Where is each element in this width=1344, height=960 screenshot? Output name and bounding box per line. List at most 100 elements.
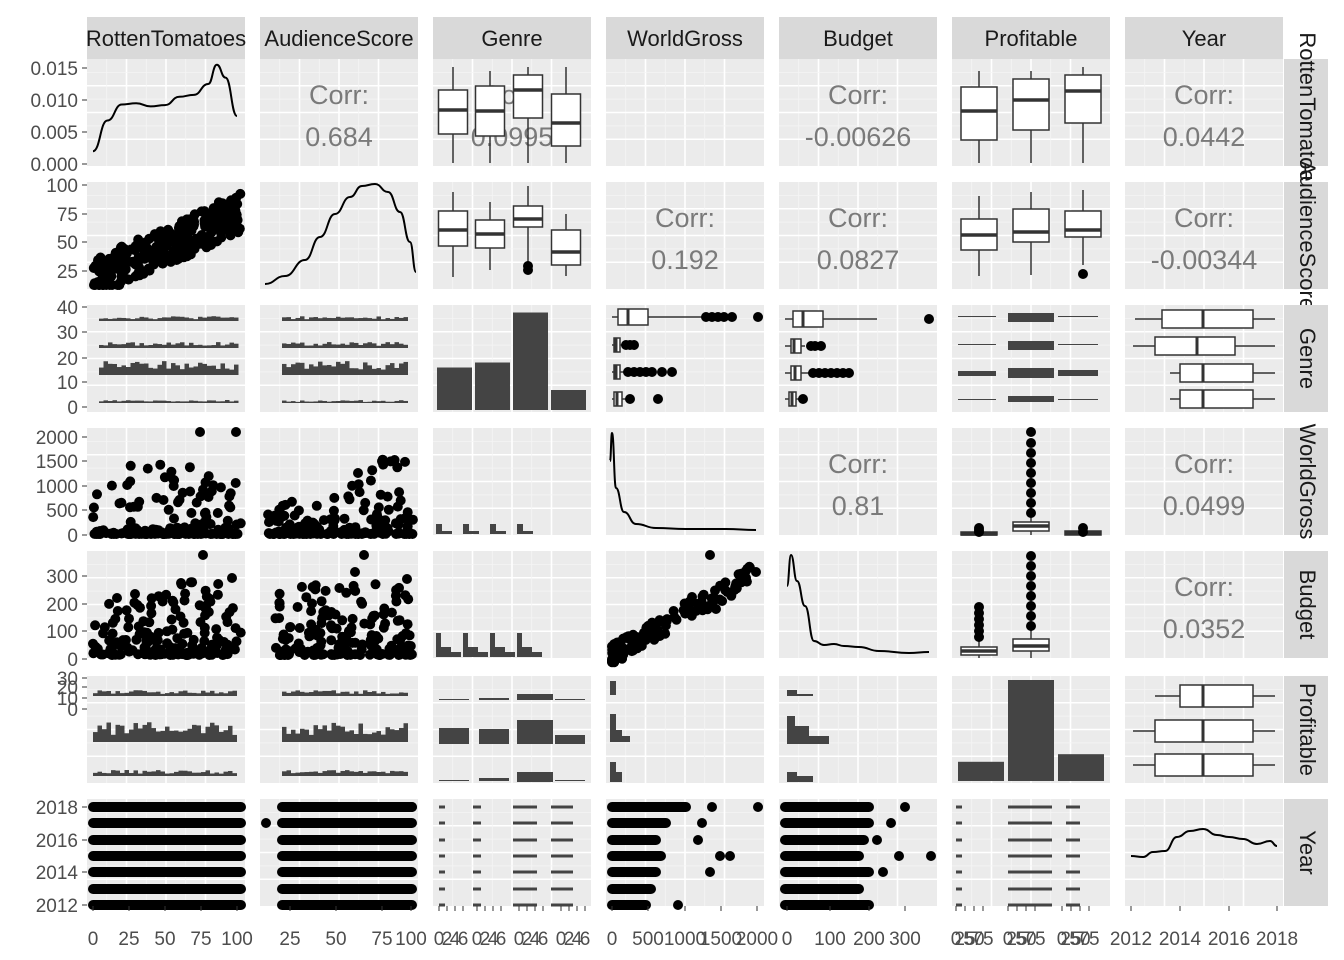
column-strip-label-worldgross: WorldGross [627, 26, 743, 51]
genre-hist-bar [354, 368, 359, 375]
genre-bar [513, 312, 548, 410]
profitable-hist-bar [165, 726, 170, 742]
genre-hist-bar [99, 344, 104, 348]
corr-value: 0.684 [305, 122, 373, 152]
budget-boxplot-box [790, 338, 802, 354]
scatter-point [289, 510, 300, 521]
scatter-point [213, 579, 224, 589]
panel-genre-vs-year [1125, 305, 1283, 412]
budget-boxplot-outlier [924, 314, 934, 324]
scatter-point [292, 602, 303, 612]
x-tick-label: 6 [496, 929, 507, 950]
genre-hist-bar [216, 368, 221, 375]
genre-hist-bar [399, 317, 404, 321]
scatter-point [377, 454, 388, 465]
panel-audiencescore-vs-worldgross: Corr: 0.192 [606, 182, 764, 289]
genre-hist-bar [117, 367, 122, 375]
genre-hist-bar [295, 401, 300, 403]
scatter-point [134, 262, 145, 273]
y-tick-label: 0 [67, 398, 78, 419]
profitable-boxplot-outlier [1078, 269, 1088, 279]
genre-hist-bar [216, 316, 221, 321]
scatter-point [753, 802, 763, 812]
genre-hist-bar [234, 343, 239, 348]
genre-hist-bar [532, 652, 542, 657]
profitable-hist-bar [367, 692, 372, 696]
profitable-hist-bar [133, 690, 138, 696]
scatter-point [684, 605, 695, 616]
scatter-point [375, 489, 386, 500]
genre-hist-bar [390, 363, 395, 375]
genre-hist-bar [99, 318, 104, 321]
profitable-hist-bar [304, 772, 309, 776]
y-tick-label: 2014 [36, 863, 79, 884]
genre-hist-bar [126, 400, 131, 403]
genre-hist-bar [358, 318, 363, 321]
scatter-point [301, 592, 312, 603]
genre-hist-bar [376, 401, 381, 403]
scatter-point [731, 578, 742, 589]
density-curve-year [1130, 827, 1278, 859]
scatter-point [161, 589, 172, 600]
genre-hist-bar [313, 401, 318, 403]
scatter-point [404, 649, 415, 660]
scatter-point [112, 593, 122, 603]
genre-hist-bar [184, 317, 189, 321]
scatter-point [88, 648, 99, 659]
profitable-hist-bar [183, 690, 188, 696]
x-tick-label: 100 [395, 929, 427, 950]
genre-hist-bar [166, 342, 171, 348]
scatter-point [310, 580, 321, 591]
panel-rottentomatoes-vs-genre: Corr:0.0995 [433, 59, 591, 166]
scatter-point [148, 245, 159, 256]
profitable-hist-bar [331, 770, 336, 776]
scatter-point [707, 802, 717, 812]
scatter-point [294, 623, 305, 633]
year-scatter-band [780, 851, 864, 861]
profitable-hist-bar [210, 690, 215, 696]
profitable-hist-bar [390, 770, 395, 776]
y-tick-label: 0 [67, 700, 78, 721]
profitable-hist-bar [797, 776, 813, 782]
genre-hist-bar [99, 367, 104, 375]
row-strip-budget [1284, 551, 1328, 658]
scatter-point [395, 495, 406, 506]
y-tick-label: 50 [57, 233, 78, 254]
scatter-point [607, 655, 617, 665]
profitable-hist-bar [196, 725, 201, 742]
profitable-bar [1008, 680, 1054, 781]
scatter-point [162, 626, 172, 637]
genre-hist-bar [309, 317, 314, 321]
profitable-hist-bar [115, 770, 120, 776]
scatter-point [146, 529, 156, 539]
scatter-point [328, 505, 339, 516]
genre-hist-bar [198, 362, 203, 375]
scatter-point [165, 650, 176, 660]
year-boxplot-box [1161, 309, 1254, 329]
scatter-point [106, 480, 117, 491]
profitable-hist-bar [124, 733, 129, 742]
scatter-point [280, 499, 291, 510]
genre-hist-bar [442, 531, 452, 534]
profitable-hist-bar [129, 691, 134, 696]
genre-hist-bar [300, 316, 305, 321]
genre-hist-bar [220, 345, 225, 348]
row-strip-genre [1284, 305, 1328, 412]
profitable-hist-bar [327, 770, 332, 776]
panel-budget-vs-budget [779, 551, 937, 658]
genre-hist-bar [157, 344, 162, 348]
scatter-point [217, 198, 228, 209]
budget-boxplot-box [792, 310, 824, 328]
profitable-hist-bar [223, 693, 228, 696]
scatter-point [184, 462, 195, 473]
scatter-point [303, 627, 314, 638]
scatter-point [367, 465, 378, 476]
genre-hist-bar [162, 344, 167, 348]
genre-hist-bar [103, 361, 108, 375]
genre-hist-bar [441, 647, 451, 657]
scatter-point [116, 528, 127, 539]
genre-hist-bar [135, 361, 140, 375]
genre-hist-bar [340, 317, 345, 321]
panel-profitable-vs-year [1125, 676, 1283, 783]
genre-boxplot-box [550, 229, 582, 266]
